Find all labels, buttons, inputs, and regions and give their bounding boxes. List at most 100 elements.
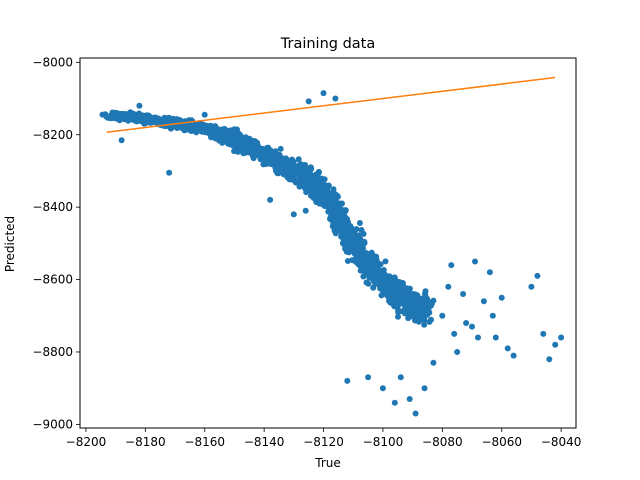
data-point: [421, 321, 428, 328]
x-tick-label: −8100: [363, 435, 404, 449]
data-point: [297, 174, 304, 181]
data-point: [322, 191, 329, 198]
data-point: [377, 284, 384, 291]
data-point: [267, 196, 274, 203]
data-point: [351, 231, 358, 238]
data-point: [366, 263, 373, 270]
data-point: [284, 164, 291, 171]
data-point: [408, 300, 415, 307]
data-point: [325, 182, 332, 189]
x-axis-label: True: [314, 456, 341, 470]
data-point: [534, 272, 541, 279]
data-point: [315, 174, 322, 181]
data-point: [412, 410, 419, 417]
data-point: [355, 232, 362, 239]
data-point: [361, 260, 368, 267]
data-point: [552, 341, 559, 348]
data-point: [320, 90, 327, 97]
data-point: [144, 116, 151, 123]
data-point: [381, 275, 388, 281]
data-point: [154, 116, 161, 123]
data-point: [201, 111, 208, 118]
data-point: [295, 156, 302, 163]
data-point: [397, 374, 404, 381]
data-point: [217, 128, 224, 135]
plot-frame: [79, 57, 577, 429]
data-point: [373, 257, 380, 264]
data-point: [289, 158, 296, 165]
data-point: [308, 192, 314, 199]
data-point: [414, 312, 420, 318]
data-point: [460, 291, 467, 297]
y-tick-label: −8200: [32, 128, 73, 142]
data-point: [332, 230, 339, 237]
data-point: [290, 211, 297, 218]
data-point: [183, 123, 190, 130]
data-point: [273, 156, 280, 163]
x-tick-label: −8200: [66, 435, 107, 449]
data-point: [339, 213, 346, 220]
data-point: [318, 188, 324, 195]
data-point: [327, 213, 334, 220]
data-point: [469, 323, 475, 330]
data-point: [206, 125, 213, 132]
data-point: [344, 258, 351, 264]
data-point: [402, 304, 409, 311]
data-point: [339, 200, 345, 207]
x-tick-label: −8040: [541, 435, 582, 449]
data-point: [242, 138, 249, 145]
data-point: [103, 113, 110, 120]
data-point: [321, 176, 328, 183]
data-point: [311, 185, 318, 192]
data-point: [265, 149, 272, 156]
data-point: [510, 352, 517, 359]
data-point: [303, 165, 309, 172]
data-point: [235, 134, 242, 141]
data-point: [353, 254, 360, 261]
data-point: [305, 98, 312, 105]
data-point: [365, 374, 372, 381]
x-tick-label: −8180: [125, 435, 166, 449]
y-tick-label: −8800: [32, 345, 73, 359]
data-point: [335, 223, 341, 230]
data-point: [395, 309, 402, 316]
y-tick-label: −8600: [32, 273, 73, 287]
data-point: [422, 291, 429, 298]
data-point: [328, 205, 335, 212]
data-point: [315, 168, 322, 175]
data-point: [448, 262, 455, 269]
data-point: [303, 189, 310, 196]
data-point: [302, 207, 309, 214]
x-tick-label: −8080: [422, 435, 463, 449]
data-point: [558, 334, 565, 341]
data-point: [424, 306, 431, 313]
data-point: [406, 396, 413, 402]
data-point: [546, 356, 553, 363]
data-point: [261, 154, 268, 161]
data-point: [406, 313, 413, 319]
data-point: [252, 149, 259, 156]
data-point: [226, 141, 233, 148]
data-point: [330, 186, 337, 193]
data-point: [414, 307, 421, 313]
data-point: [421, 385, 428, 392]
data-point: [308, 165, 315, 172]
data-point: [391, 399, 398, 406]
data-point: [489, 312, 496, 319]
data-point: [289, 170, 296, 177]
x-tick-label: −8120: [303, 435, 344, 449]
data-point: [304, 177, 311, 184]
data-point: [439, 312, 446, 319]
data-point: [498, 294, 505, 301]
y-axis-label: Predicted: [3, 216, 17, 272]
data-point: [344, 377, 351, 384]
data-point: [240, 150, 247, 157]
data-point: [340, 223, 347, 230]
data-point: [332, 95, 339, 102]
data-point: [252, 138, 258, 145]
data-point: [341, 219, 348, 225]
data-point: [463, 320, 470, 326]
data-point: [344, 239, 351, 246]
data-point: [504, 345, 511, 352]
